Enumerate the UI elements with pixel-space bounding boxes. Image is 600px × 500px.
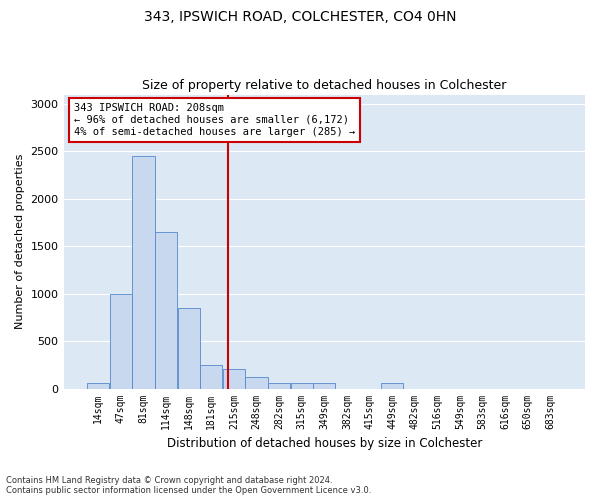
Bar [87,384,109,388]
Bar [223,368,245,388]
X-axis label: Distribution of detached houses by size in Colchester: Distribution of detached houses by size … [167,437,482,450]
Bar [110,294,132,388]
Bar [245,376,268,388]
Bar [178,308,200,388]
Y-axis label: Number of detached properties: Number of detached properties [15,154,25,329]
Bar [381,384,403,388]
Text: 343, IPSWICH ROAD, COLCHESTER, CO4 0HN: 343, IPSWICH ROAD, COLCHESTER, CO4 0HN [144,10,456,24]
Bar [290,384,313,388]
Text: Contains HM Land Registry data © Crown copyright and database right 2024.
Contai: Contains HM Land Registry data © Crown c… [6,476,371,495]
Bar [133,156,155,388]
Bar [313,384,335,388]
Title: Size of property relative to detached houses in Colchester: Size of property relative to detached ho… [142,79,506,92]
Bar [268,384,290,388]
Text: 343 IPSWICH ROAD: 208sqm
← 96% of detached houses are smaller (6,172)
4% of semi: 343 IPSWICH ROAD: 208sqm ← 96% of detach… [74,104,355,136]
Bar [200,365,223,388]
Bar [155,232,177,388]
